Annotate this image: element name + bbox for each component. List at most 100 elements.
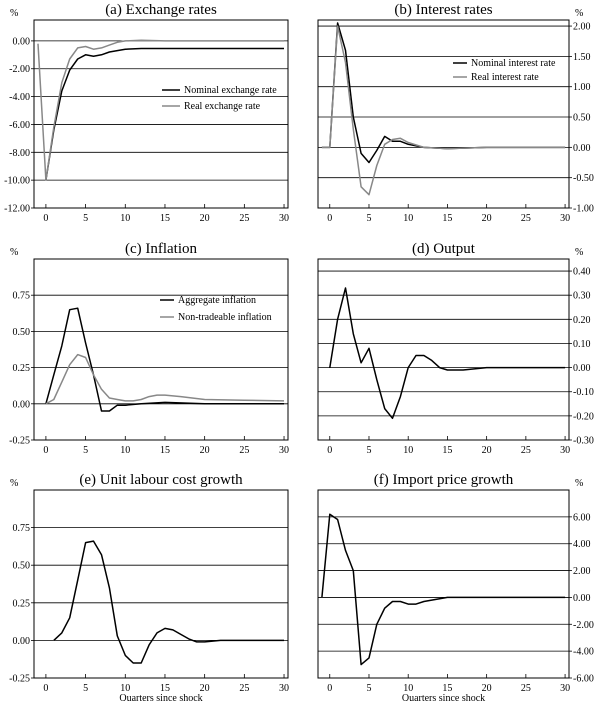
plot-frame <box>317 489 570 679</box>
y-tick-label: -2.00 <box>9 64 30 75</box>
x-axis-label: Quarters since shock <box>119 693 202 701</box>
series-line-nominal-exchange-rate <box>45 47 284 181</box>
y-tick-label: -0.25 <box>9 674 30 685</box>
x-tick-label: 0 <box>43 445 48 456</box>
x-tick-label: 30 <box>279 445 289 456</box>
panel-title: (d) Output <box>412 241 476 257</box>
x-tick-label: 25 <box>239 683 249 694</box>
x-tick-label: 0 <box>43 213 48 224</box>
plot-frame <box>317 19 570 209</box>
x-tick-label: 30 <box>279 213 289 224</box>
x-tick-label: 0 <box>43 683 48 694</box>
unit-label: % <box>575 8 583 19</box>
x-tick-label: 20 <box>200 213 210 224</box>
y-tick-label: 0.30 <box>573 291 591 302</box>
series-line-output <box>329 287 566 420</box>
x-tick-label: 5 <box>366 445 371 456</box>
plot-frame <box>33 19 289 209</box>
legend-label: Real exchange rate <box>184 101 261 112</box>
x-tick-label: 30 <box>279 683 289 694</box>
y-tick-label: 0.00 <box>573 143 591 154</box>
panel-d: (d) Output 0.40 0.30 0.20 0.10 0.00 -0.10 -0.20… <box>317 241 594 456</box>
y-tick-label: 0.10 <box>573 339 591 350</box>
x-tick-label: 25 <box>239 213 249 224</box>
plot-frame <box>33 258 289 441</box>
panel-c: (c) Inflation 0.75 0.50 0.25 0.00 -0.25% 0 5 10 1… <box>9 241 289 456</box>
legend-label: Nominal interest rate <box>471 58 556 69</box>
y-tick-label: -4.00 <box>573 647 594 658</box>
x-tick-label: 30 <box>560 213 570 224</box>
series-line-real-interest-rate <box>321 25 566 196</box>
y-tick-label: -0.10 <box>573 387 594 398</box>
panel-title: (f) Import price growth <box>374 472 514 488</box>
y-tick-label: 0.00 <box>573 593 591 604</box>
panel-e: (e) Unit labour cost growth 0.75 0.50 0.25 0… <box>9 472 289 701</box>
x-tick-label: 15 <box>160 683 170 694</box>
y-tick-label: 0.00 <box>13 36 31 47</box>
y-tick-label: -0.25 <box>9 436 30 447</box>
unit-label: % <box>575 478 583 489</box>
x-tick-label: 15 <box>160 213 170 224</box>
x-tick-label: 25 <box>521 683 531 694</box>
y-tick-label: 4.00 <box>573 539 591 550</box>
x-tick-label: 20 <box>200 683 210 694</box>
x-tick-label: 10 <box>403 445 413 456</box>
y-tick-label: -0.50 <box>573 173 594 184</box>
x-tick-label: 15 <box>160 445 170 456</box>
x-tick-label: 20 <box>482 213 492 224</box>
y-tick-label: -12.00 <box>4 204 30 215</box>
series-line-non-tradeable-inflation <box>45 353 285 405</box>
plot-frame <box>33 489 289 679</box>
x-tick-label: 25 <box>239 445 249 456</box>
y-tick-label: 0.50 <box>573 113 591 124</box>
y-tick-label: 2.00 <box>573 566 591 577</box>
unit-label: % <box>575 247 583 258</box>
y-tick-label: 0.00 <box>13 399 31 410</box>
panel-f: (f) Import price growth 6.00 4.00 2.00 0.00 -… <box>317 472 594 701</box>
legend-label: Nominal exchange rate <box>184 85 277 96</box>
x-tick-label: 10 <box>120 213 130 224</box>
x-tick-label: 0 <box>327 213 332 224</box>
unit-label: % <box>10 478 18 489</box>
y-tick-label: 0.50 <box>13 327 31 338</box>
series-line-real-exchange-rate <box>37 39 284 181</box>
y-tick-label: -2.00 <box>573 620 594 631</box>
series-line-aggregate-inflation <box>45 307 284 412</box>
x-tick-label: 0 <box>327 683 332 694</box>
y-tick-label: -4.00 <box>9 92 30 103</box>
x-tick-label: 20 <box>200 445 210 456</box>
x-tick-label: 20 <box>482 683 492 694</box>
legend-label: Real interest rate <box>471 72 539 83</box>
x-tick-label: 15 <box>442 213 452 224</box>
series-line-unit-labour-cost-growth <box>53 540 284 664</box>
y-tick-label: 0.50 <box>13 561 31 572</box>
y-tick-label: -8.00 <box>9 148 30 159</box>
x-tick-label: 5 <box>366 683 371 694</box>
panel-title: (c) Inflation <box>125 241 198 257</box>
panel-title: (b) Interest rates <box>394 2 492 18</box>
y-tick-label: -6.00 <box>573 674 594 685</box>
y-tick-label: 0.00 <box>573 363 591 374</box>
panel-title: (e) Unit labour cost growth <box>79 472 243 488</box>
x-tick-label: 10 <box>120 445 130 456</box>
series-line-nominal-interest-rate <box>321 22 566 164</box>
panel-a: (a) Exchange rates 0.00 -2.00 -4.00 -6.00 -8.… <box>4 2 289 224</box>
panel-title: (a) Exchange rates <box>105 2 217 18</box>
y-tick-label: -1.00 <box>573 204 594 215</box>
x-tick-label: 10 <box>403 213 413 224</box>
y-tick-label: -0.30 <box>573 436 594 447</box>
y-tick-label: 0.40 <box>573 267 591 278</box>
y-tick-label: 0.75 <box>13 291 31 302</box>
x-tick-label: 25 <box>521 445 531 456</box>
panel-b: (b) Interest rates 2.00 1.50 1.00 0.50 0.00 -0… <box>317 2 594 224</box>
x-tick-label: 10 <box>120 683 130 694</box>
x-tick-label: 0 <box>327 445 332 456</box>
x-tick-label: 30 <box>560 445 570 456</box>
x-tick-label: 5 <box>366 213 371 224</box>
series-line-import-price-growth <box>321 513 566 666</box>
x-tick-label: 25 <box>521 213 531 224</box>
x-tick-label: 20 <box>482 445 492 456</box>
y-tick-label: 0.75 <box>13 523 31 534</box>
y-tick-label: -10.00 <box>4 176 30 187</box>
y-tick-label: -6.00 <box>9 120 30 131</box>
